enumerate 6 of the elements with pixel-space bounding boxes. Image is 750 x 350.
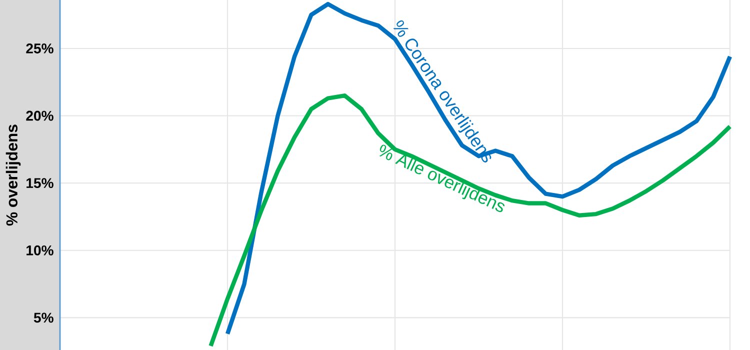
y-tick-label: 15% [26, 178, 54, 188]
y-tick-label: 5% [34, 312, 54, 323]
y-axis-title: % overlijdens [6, 124, 21, 226]
y-tick-label: 25% [26, 44, 54, 54]
y-tick-label: 20% [26, 110, 54, 121]
y-tick-label: 10% [26, 245, 54, 256]
